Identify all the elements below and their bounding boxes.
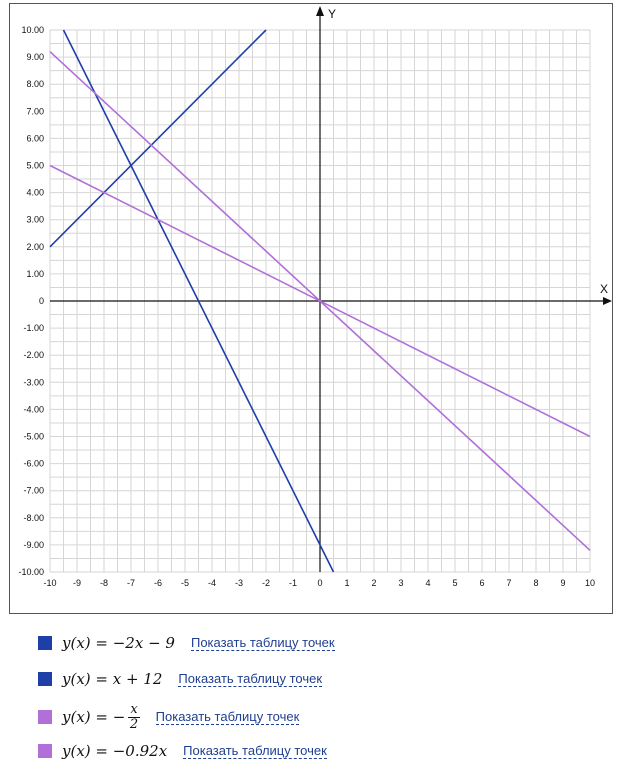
y-axis-label: Y (328, 7, 336, 21)
x-tick-label: 3 (398, 578, 403, 588)
y-tick-label: -3.00 (23, 377, 44, 387)
x-tick-label: 2 (371, 578, 376, 588)
y-tick-label: -2.00 (23, 350, 44, 360)
x-tick-label: 6 (479, 578, 484, 588)
y-tick-label: -7.00 (23, 486, 44, 496)
chart-frame: X Y -10 -9 -8 -7 -6 -5 -4 -3 -2 -1 0 1 2 3 4 5 6 7 8 9 10 10.00… (9, 3, 613, 614)
y-tick-label: -4.00 (23, 404, 44, 414)
y-tick-label: 4.00 (26, 188, 44, 198)
x-tick-label: 4 (425, 578, 430, 588)
y-tick-label: -8.00 (23, 513, 44, 523)
series-color-swatch (38, 744, 52, 758)
y-tick-label: 2.00 (26, 242, 44, 252)
series-color-swatch (38, 710, 52, 724)
y-tick-label: 8.00 (26, 79, 44, 89)
y-tick-label: -6.00 (23, 459, 44, 469)
fraction: x 2 (128, 701, 140, 732)
x-tick-label: -6 (154, 578, 162, 588)
y-axis-arrow (316, 6, 324, 16)
x-tick-label: -2 (262, 578, 270, 588)
show-points-table-link[interactable]: Показать таблицу точек (178, 671, 323, 687)
formula-label: y(x) = x + 12 (62, 670, 163, 688)
x-tick-label: -10 (43, 578, 56, 588)
show-points-table-link[interactable]: Показать таблицу точек (155, 709, 300, 725)
y-tick-label: 3.00 (26, 215, 44, 225)
x-tick-label: -8 (100, 578, 108, 588)
formula-label: y(x) = −2x − 9 (62, 634, 175, 652)
show-points-table-link[interactable]: Показать таблицу точек (183, 743, 327, 759)
x-tick-label: 9 (560, 578, 565, 588)
y-tick-label: -9.00 (23, 540, 44, 550)
fraction-denominator: 2 (129, 716, 139, 732)
x-tick-label: 8 (533, 578, 538, 588)
series-line-4 (49, 51, 591, 551)
y-tick-label: 7.00 (26, 106, 44, 116)
show-points-table-link[interactable]: Показать таблицу точек (190, 635, 335, 651)
legend-item-4: y(x) = −0.92x Показать таблицу точек (38, 738, 327, 764)
formula-prefix: y(x) = − (62, 708, 126, 726)
legend-item-2: y(x) = x + 12 Показать таблицу точек (38, 666, 323, 692)
y-tick-label: 9.00 (26, 52, 44, 62)
x-tick-label: -7 (127, 578, 135, 588)
x-tick-label: -4 (208, 578, 216, 588)
series-line-1 (62, 29, 335, 573)
x-tick-label: 10 (585, 578, 595, 588)
x-tick-label: -9 (73, 578, 81, 588)
function-plot: XY-10 -9 -8 -7 -6 -5 -4 -3 -2 -1 0 1 2 3 4 5 6 7 8 9 1010.00… (18, 6, 612, 588)
x-axis-label: X (600, 282, 608, 296)
x-tick-label: 1 (344, 578, 349, 588)
y-tick-label: 1.00 (26, 269, 44, 279)
formula-label: y(x) = − x 2 (62, 703, 140, 731)
y-tick-label: 5.00 (26, 161, 44, 171)
x-tick-label: 5 (452, 578, 457, 588)
series-line-2 (49, 29, 267, 248)
y-tick-label: 6.00 (26, 133, 44, 143)
x-tick-label: 0 (317, 578, 322, 588)
y-tick-label: 10.00 (21, 25, 44, 35)
legend-item-1: y(x) = −2x − 9 Показать таблицу точек (38, 630, 335, 656)
x-axis-arrow (603, 297, 612, 305)
x-tick-label: -1 (289, 578, 297, 588)
series-color-swatch (38, 636, 52, 650)
y-tick-label: 0 (39, 296, 44, 306)
legend-item-3: y(x) = − x 2 Показать таблицу точек (38, 700, 300, 734)
series-color-swatch (38, 672, 52, 686)
y-tick-label: -10.00 (18, 567, 44, 577)
x-tick-label: -5 (181, 578, 189, 588)
x-tick-label: 7 (506, 578, 511, 588)
fraction-numerator: x (128, 701, 140, 718)
formula-label: y(x) = −0.92x (62, 742, 168, 760)
y-tick-label: -5.00 (23, 432, 44, 442)
x-tick-label: -3 (235, 578, 243, 588)
y-tick-label: -1.00 (23, 323, 44, 333)
